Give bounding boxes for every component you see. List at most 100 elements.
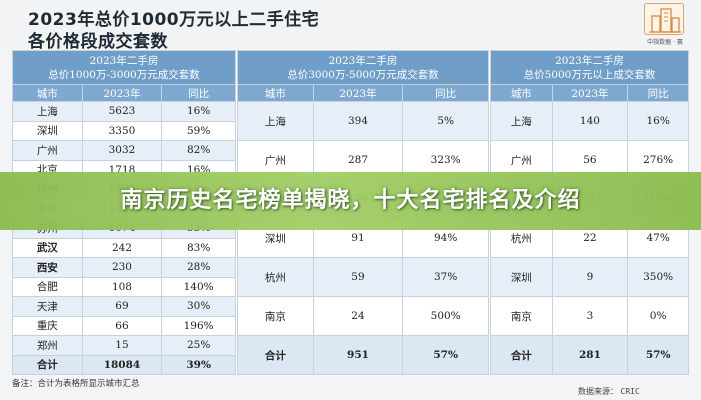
footer-note: 备注：合计为表格所显示城市汇总 xyxy=(12,379,140,389)
city-cell: 南京 xyxy=(237,296,314,336)
caption-year: 2023年二手房 xyxy=(555,54,624,67)
yoy-cell: 5% xyxy=(402,101,489,141)
table-caption: 2023年二手房 总价1000万-3000万元成交套数 xyxy=(12,50,236,85)
caption-range: 总价3000万-5000万元成交套数 xyxy=(287,68,439,81)
yoy-cell: 350% xyxy=(627,257,689,297)
count-cell: 108 xyxy=(81,276,163,297)
count-cell: 15 xyxy=(81,335,163,356)
city-cell: 天津 xyxy=(12,296,83,317)
yoy-cell: 16% xyxy=(161,101,236,122)
yoy-cell: 500% xyxy=(402,296,489,336)
source-value: CRIC xyxy=(620,387,640,396)
table-row: 郑州 15 25% xyxy=(12,335,236,356)
header: 2023年总价1000万元以上二手住宅 各价格段成交套数 中指数据 · 赛 xyxy=(0,0,701,52)
article-banner[interactable]: 南京历史名宅榜单揭晓，十大名宅排名及介绍 xyxy=(0,172,701,230)
column-header: 城市 xyxy=(237,84,314,102)
count-cell: 24 xyxy=(312,296,404,336)
caption-year: 2023年二手房 xyxy=(328,54,398,67)
count-cell: 3 xyxy=(551,296,629,336)
table-caption: 2023年二手房 总价5000万元以上成交套数 xyxy=(490,50,689,85)
city-cell: 合计 xyxy=(237,335,314,375)
table-row: 广州 3032 82% xyxy=(12,140,236,161)
yoy-cell: 83% xyxy=(161,237,236,258)
city-cell: 郑州 xyxy=(12,335,83,356)
count-cell: 951 xyxy=(312,335,404,375)
caption-year: 2023年二手房 xyxy=(89,54,159,67)
table-caption-row: 2023年二手房 总价3000万-5000万元成交套数 xyxy=(237,50,489,85)
count-cell: 394 xyxy=(312,101,404,141)
yoy-cell: 30% xyxy=(161,296,236,317)
column-header: 同比 xyxy=(627,84,689,102)
city-cell: 杭州 xyxy=(237,257,314,297)
city-cell: 合肥 xyxy=(12,276,83,297)
count-cell: 69 xyxy=(81,296,163,317)
table-row: 南京 24 500% xyxy=(237,296,489,336)
column-header: 同比 xyxy=(402,84,489,102)
count-cell: 281 xyxy=(551,335,629,375)
caption-range: 总价5000万元以上成交套数 xyxy=(523,68,656,81)
column-header: 城市 xyxy=(490,84,553,102)
page-title: 2023年总价1000万元以上二手住宅 xyxy=(28,10,320,30)
yoy-cell: 196% xyxy=(161,315,236,336)
city-cell: 上海 xyxy=(237,101,314,141)
table-row: 重庆 66 196% xyxy=(12,315,236,336)
count-cell: 230 xyxy=(81,257,163,278)
city-cell: 上海 xyxy=(490,101,553,141)
city-cell: 深圳 xyxy=(12,120,83,141)
city-cell: 重庆 xyxy=(12,315,83,336)
yoy-cell: 37% xyxy=(402,257,489,297)
yoy-cell: 140% xyxy=(161,276,236,297)
yoy-cell: 82% xyxy=(161,140,236,161)
count-cell: 3350 xyxy=(81,120,163,141)
logo-caption: 中指数据 · 赛 xyxy=(647,39,683,46)
count-cell: 9 xyxy=(551,257,629,297)
column-header: 城市 xyxy=(12,84,83,102)
table-caption: 2023年二手房 总价3000万-5000万元成交套数 xyxy=(237,50,489,85)
count-cell: 59 xyxy=(312,257,404,297)
table-row: 杭州 59 37% xyxy=(237,257,489,297)
city-cell: 合计 xyxy=(12,354,83,375)
table-row: 合肥 108 140% xyxy=(12,276,236,297)
count-cell: 66 xyxy=(81,315,163,336)
yoy-cell: 0% xyxy=(627,296,689,336)
table-caption-row: 2023年二手房 总价5000万元以上成交套数 xyxy=(490,50,689,85)
table-caption-row: 2023年二手房 总价1000万-3000万元成交套数 xyxy=(12,50,236,85)
city-cell: 西安 xyxy=(12,257,83,278)
table-row: 上海 140 16% xyxy=(490,101,689,141)
table-total-row: 合计 18084 39% xyxy=(12,354,236,375)
table-row: 西安 230 28% xyxy=(12,257,236,278)
count-cell: 18084 xyxy=(81,354,163,375)
count-cell: 3032 xyxy=(81,140,163,161)
city-cell: 武汉 xyxy=(12,237,83,258)
table-header-row: 城市 2023年 同比 xyxy=(237,84,489,102)
building-icon xyxy=(644,3,684,35)
column-header: 2023年 xyxy=(312,84,404,102)
city-cell: 广州 xyxy=(12,140,83,161)
city-cell: 深圳 xyxy=(490,257,553,297)
count-cell: 242 xyxy=(81,237,163,258)
column-header: 2023年 xyxy=(551,84,629,102)
table-row: 武汉 242 83% xyxy=(12,237,236,258)
table-row: 天津 69 30% xyxy=(12,296,236,317)
yoy-cell: 25% xyxy=(161,335,236,356)
table-total-row: 合计 951 57% xyxy=(237,335,489,375)
city-cell: 合计 xyxy=(490,335,553,375)
yoy-cell: 28% xyxy=(161,257,236,278)
yoy-cell: 16% xyxy=(627,101,689,141)
count-cell: 140 xyxy=(551,101,629,141)
table-row: 深圳 9 350% xyxy=(490,257,689,297)
page-subtitle: 各价格段成交套数 xyxy=(28,32,168,52)
source-label: 数据来源： xyxy=(578,387,618,396)
yoy-cell: 57% xyxy=(627,335,689,375)
column-header: 同比 xyxy=(161,84,236,102)
city-cell: 南京 xyxy=(490,296,553,336)
city-cell: 上海 xyxy=(12,101,83,122)
yoy-cell: 39% xyxy=(161,354,236,375)
yoy-cell: 59% xyxy=(161,120,236,141)
count-cell: 5623 xyxy=(81,101,163,122)
table-row: 深圳 3350 59% xyxy=(12,120,236,141)
caption-range: 总价1000万-3000万元成交套数 xyxy=(48,68,200,81)
banner-title[interactable]: 南京历史名宅榜单揭晓，十大名宅排名及介绍 xyxy=(120,188,581,213)
brand-logo: 中指数据 · 赛 xyxy=(636,0,694,46)
yoy-cell: 57% xyxy=(402,335,489,375)
